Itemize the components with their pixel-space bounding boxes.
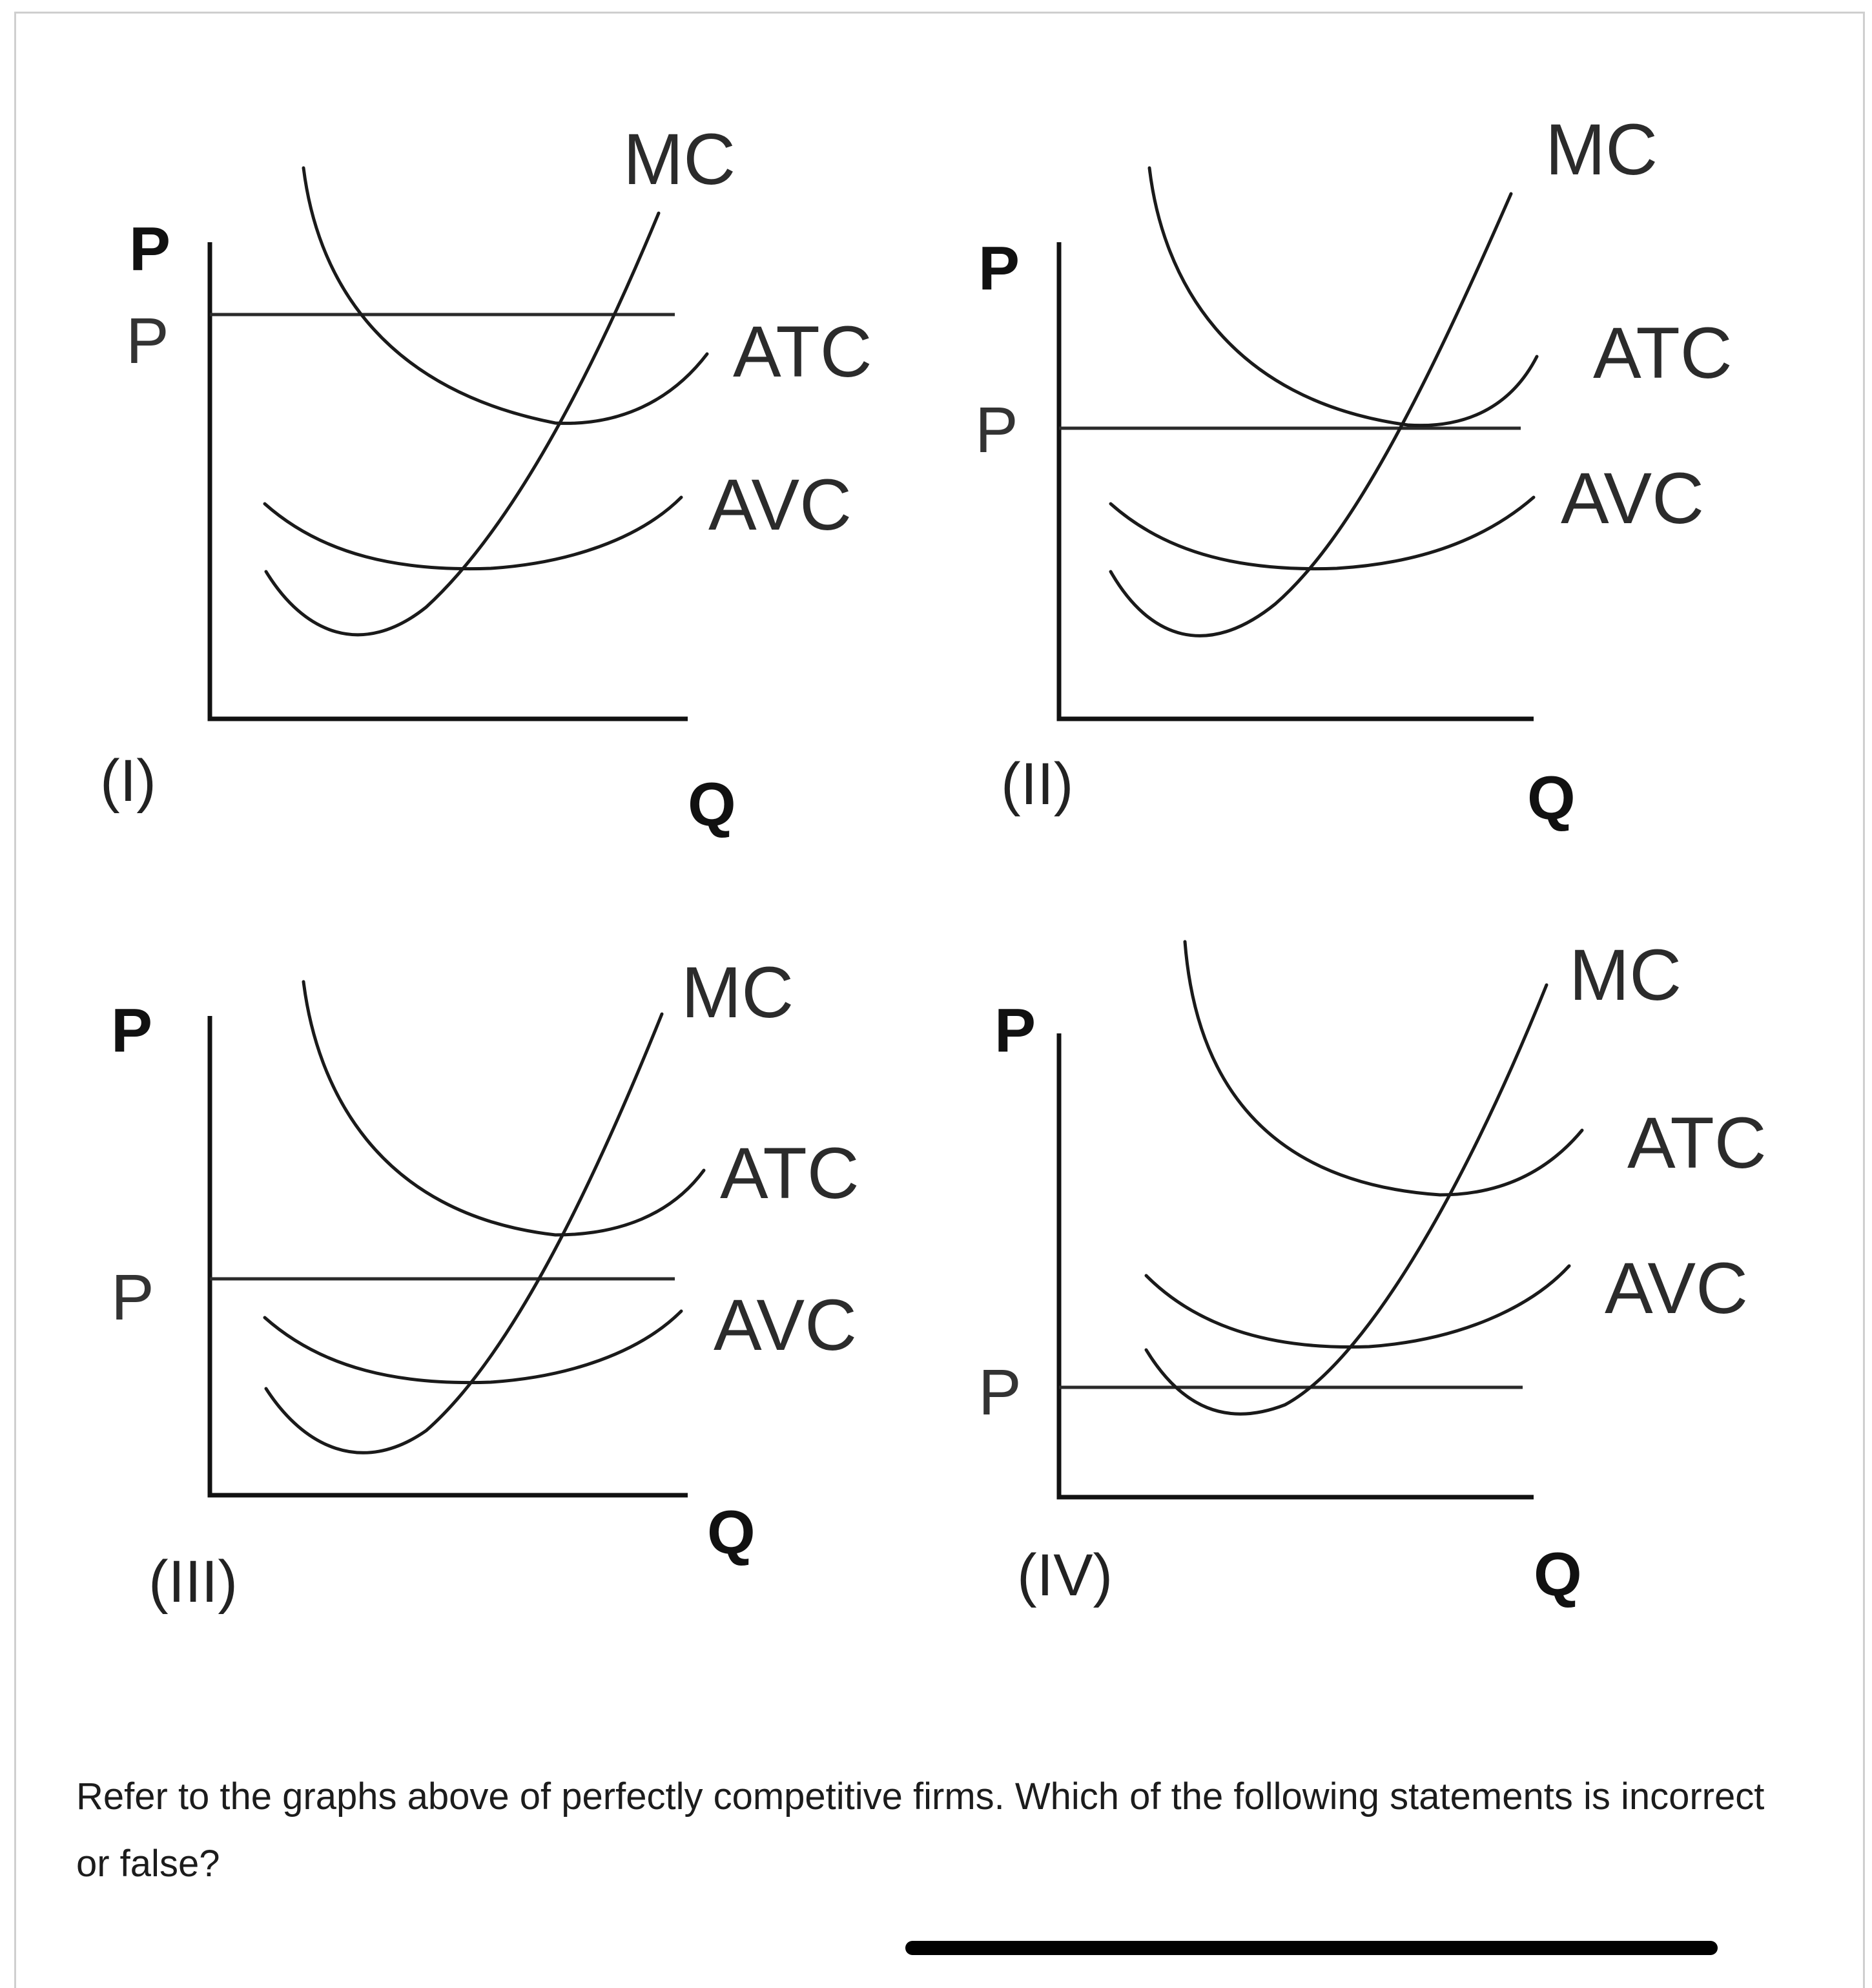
panel-2-avc-label: AVC [1561,458,1704,539]
panel-1-mc-label: MC [623,119,735,200]
panel-1-mc-curve [264,211,661,637]
panel-1-axes [207,242,688,721]
panel-4-mc-curve [1144,983,1548,1416]
panel-4-mc-label: MC [1569,935,1682,1015]
panel-3-avc-label: AVC [714,1285,857,1365]
panel-3-label: (III) [149,1549,238,1615]
question-text: Refer to the graphs above of perfectly c… [76,1776,1765,1885]
panel-3-price-label: P [111,1261,154,1334]
panel-3-atc-curve [302,980,706,1237]
panel-4-axes [1056,1033,1534,1500]
cost-curves-figure: MC ATC AVC P P Q (I) MC ATC AVC P P Q (I… [100,109,1767,1615]
panel-4-price-label: P [978,1356,1022,1429]
panel-2-mc-label: MC [1545,109,1658,190]
panel-2-avc-curve [1109,495,1536,571]
panel-4-x-axis-label: Q [1534,1540,1582,1609]
panel-4-atc-curve [1183,940,1584,1197]
content-frame [14,12,1865,1988]
panel-3-y-axis-label: P [111,996,152,1065]
panel-1-avc-curve [263,495,683,571]
panel-2-atc-label: ATC [1593,313,1733,393]
panel-3: MC ATC AVC P P Q (III) [111,952,859,1615]
panel-4-avc-label: AVC [1605,1248,1748,1329]
panel-1-y-axis-label: P [129,214,170,284]
panel-1-atc-label: ATC [733,311,872,392]
panel-2-atc-curve [1147,166,1539,428]
panel-1-price-label: P [126,305,169,377]
panel-4: MC ATC AVC P P Q (IV) [978,935,1767,1609]
panel-2-label: (II) [1001,751,1073,817]
panel-2-x-axis-label: Q [1527,763,1576,833]
panel-4-atc-label: ATC [1627,1103,1767,1183]
panel-3-mc-curve [264,1012,664,1455]
panel-2: MC ATC AVC P P Q (II) [975,109,1733,833]
panel-3-avc-curve [263,1309,683,1385]
panel-1-label: (I) [100,748,156,814]
panel-1-x-axis-label: Q [688,770,736,839]
panel-3-x-axis-label: Q [707,1498,756,1567]
panel-1-avc-label: AVC [708,464,852,545]
panel-4-avc-curve [1144,1264,1571,1349]
panel-3-atc-label: ATC [720,1133,859,1214]
scroll-indicator[interactable] [905,1941,1718,1955]
panel-3-mc-label: MC [681,952,794,1033]
panel-4-y-axis-label: P [994,996,1036,1065]
panel-2-price-label: P [975,394,1018,466]
panel-2-y-axis-label: P [978,234,1020,303]
panel-3-axes [207,1016,688,1498]
panel-2-axes [1056,242,1534,721]
panel-1-atc-curve [302,166,709,425]
panel-1: MC ATC AVC P P Q (I) [100,119,872,839]
panel-2-mc-curve [1109,192,1513,637]
panel-4-label: (IV) [1017,1542,1113,1608]
